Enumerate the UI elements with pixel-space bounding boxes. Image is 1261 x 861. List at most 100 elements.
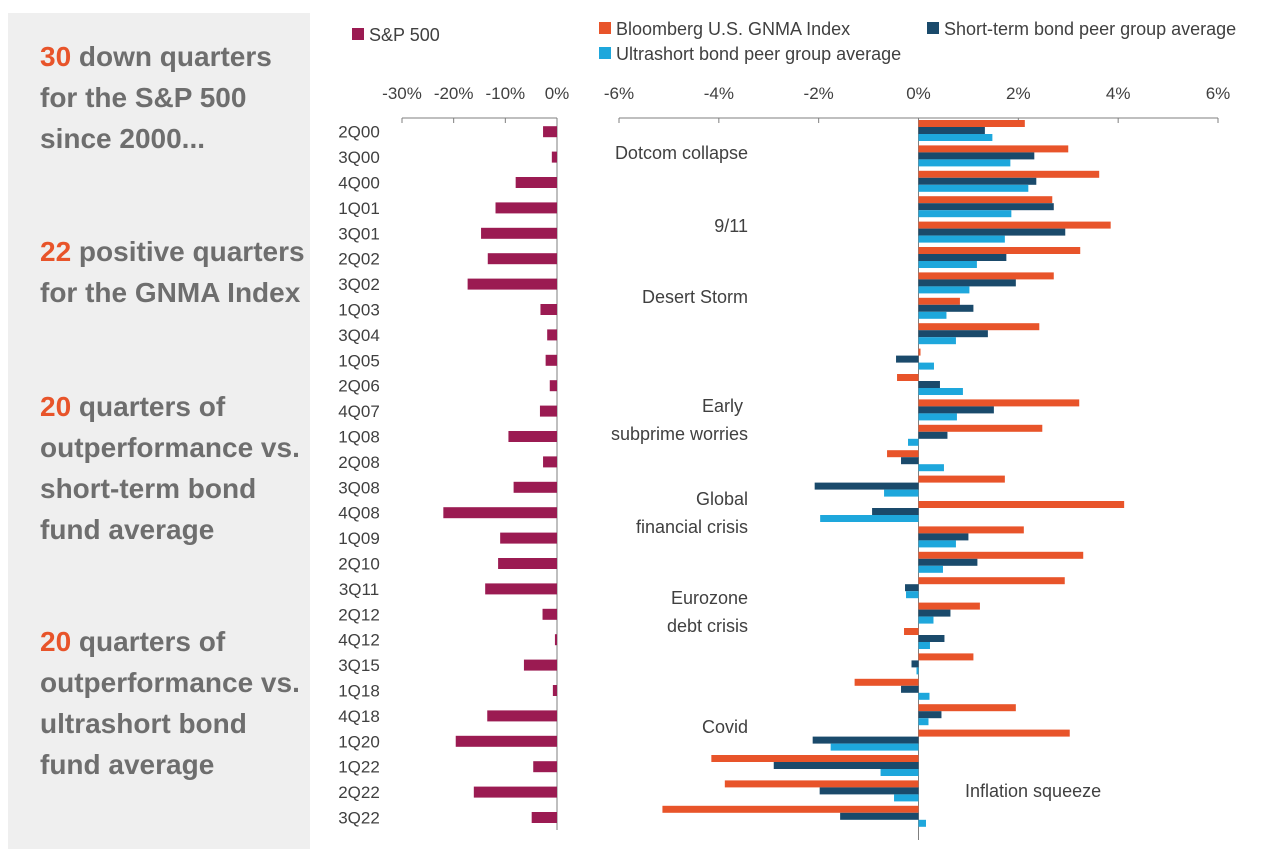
gnma-bar: [918, 348, 921, 356]
gnma-bar: [918, 297, 960, 305]
gnma-bar: [918, 653, 974, 661]
sp500-tick-label: 0%: [545, 84, 570, 103]
ultrashort-bar: [880, 769, 919, 776]
quarter-label: 2Q22: [338, 783, 380, 802]
gnma-bar: [918, 399, 1080, 407]
event-annotation: Covid: [702, 717, 748, 737]
short-term-bar: [918, 711, 942, 719]
ultrashort-bar: [830, 743, 919, 751]
quarter-label: 4Q18: [338, 707, 380, 726]
quarter-label: 3Q01: [338, 224, 380, 243]
stat-text: down quarters for the S&P 500 since 2000…: [40, 41, 272, 154]
quarter-label: 1Q09: [338, 529, 380, 548]
ultrashort-bar: [884, 489, 919, 497]
quarter-label: 1Q08: [338, 428, 380, 447]
sp500-bar: [549, 380, 557, 392]
ultrashort-bar: [918, 616, 934, 624]
stat-text: quarters of outperformance vs. ultrashor…: [40, 626, 300, 780]
ultrashort-bar: [918, 184, 1029, 192]
stat-down-quarters: 30 down quarters for the S&P 500 since 2…: [40, 36, 308, 159]
stat-outperformance-short-term: 20 quarters of outperformance vs. short-…: [40, 386, 308, 550]
quarter-label: 3Q02: [338, 275, 380, 294]
ultrashort-bar: [918, 464, 944, 472]
ultrashort-bar: [820, 515, 919, 522]
gnma-bar: [918, 424, 1043, 432]
legend-label-gnma: Bloomberg U.S. GNMA Index: [616, 19, 850, 39]
gnma-tick-label: 0%: [906, 84, 931, 103]
quarter-label: 3Q08: [338, 478, 380, 497]
short-term-bar: [872, 508, 919, 515]
gnma-bar: [918, 247, 1081, 254]
event-annotation: financial crisis: [636, 517, 748, 537]
quarter-label: 1Q01: [338, 199, 380, 218]
gnma-tick-label: 6%: [1206, 84, 1231, 103]
short-term-bar: [918, 609, 951, 617]
short-term-bar: [918, 533, 969, 541]
quarter-label: 3Q04: [338, 326, 380, 345]
sp500-bar: [473, 786, 557, 798]
short-term-bar: [918, 228, 1066, 236]
short-term-bar: [918, 254, 1007, 261]
gnma-bar: [724, 780, 919, 788]
gnma-tick-label: -4%: [704, 84, 734, 103]
legend-swatch-sp500: [352, 28, 364, 40]
gnma-bar: [918, 729, 1070, 737]
event-annotation: Global: [696, 489, 748, 509]
quarter-label: 4Q00: [338, 174, 380, 193]
sp500-bar: [543, 126, 557, 138]
legend-swatch-gnma: [599, 22, 611, 34]
gnma-bar: [918, 704, 1016, 712]
quarter-label: 3Q00: [338, 148, 380, 167]
quarter-label: 2Q10: [338, 555, 380, 574]
short-term-bar: [918, 431, 948, 439]
short-term-bar: [814, 482, 919, 490]
legend-swatch-short-term: [927, 22, 939, 34]
short-term-bar: [905, 584, 919, 592]
ultrashort-bar: [918, 235, 1005, 243]
ultrashort-bar: [908, 438, 919, 446]
gnma-tick-label: 2%: [1006, 84, 1031, 103]
ultrashort-bar: [918, 286, 970, 294]
event-annotation: subprime worries: [611, 424, 748, 444]
ultrashort-bar: [918, 565, 943, 573]
stat-number: 22: [40, 236, 72, 267]
gnma-bar: [918, 475, 1005, 483]
legend-swatch-ultrashort: [599, 47, 611, 59]
event-annotation: debt crisis: [667, 616, 748, 636]
sp500-bar: [554, 634, 557, 646]
ultrashort-bar: [918, 159, 1011, 167]
sp500-bar: [485, 583, 557, 595]
ultrashort-bar: [918, 362, 934, 370]
sp500-bar: [542, 608, 557, 620]
quarter-label: 2Q02: [338, 250, 380, 269]
sp500-bar: [443, 507, 557, 519]
stat-outperformance-ultrashort: 20 quarters of outperformance vs. ultras…: [40, 621, 308, 785]
sp500-bar: [495, 202, 557, 214]
short-term-bar: [918, 304, 974, 312]
ultrashort-bar: [916, 667, 919, 675]
legend-label-sp500: S&P 500: [369, 25, 440, 45]
short-term-bar: [812, 736, 919, 744]
quarter-label: 4Q08: [338, 504, 380, 523]
gnma-bar: [662, 805, 919, 813]
gnma-bar: [918, 501, 1125, 508]
sp500-bar: [547, 329, 557, 341]
sp500-bar: [515, 177, 557, 188]
sp500-bar: [500, 532, 557, 544]
gnma-bar: [918, 577, 1065, 585]
gnma-bar: [918, 272, 1054, 280]
ultrashort-bar: [918, 692, 930, 700]
sp500-tick-label: -30%: [382, 84, 422, 103]
legend-label-short-term: Short-term bond peer group average: [944, 19, 1236, 39]
gnma-bar: [918, 323, 1040, 331]
sp500-bar: [487, 710, 557, 722]
quarter-label: 1Q20: [338, 732, 380, 751]
ultrashort-bar: [918, 819, 926, 827]
ultrashort-bar: [918, 540, 956, 548]
sp500-bar: [523, 659, 557, 671]
quarter-label: 3Q15: [338, 656, 380, 675]
sp500-bar: [498, 558, 557, 569]
short-term-bar: [840, 812, 919, 820]
gnma-bar: [918, 551, 1084, 559]
sp500-tick-label: -20%: [434, 84, 474, 103]
